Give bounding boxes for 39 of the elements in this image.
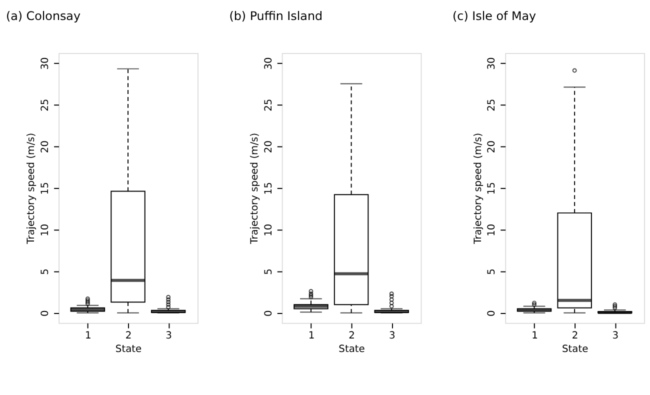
y-tick-label: 0 bbox=[486, 310, 498, 317]
x-tick-label: 3 bbox=[388, 330, 396, 342]
y-tick-label: 15 bbox=[486, 182, 498, 195]
y-tick-label: 20 bbox=[486, 140, 498, 154]
x-axis-title: State bbox=[562, 344, 588, 356]
x-tick-label: 2 bbox=[572, 330, 578, 342]
x-tick-label: 3 bbox=[612, 330, 619, 342]
y-tick-label: 0 bbox=[263, 310, 274, 317]
y-tick-label: 5 bbox=[40, 268, 52, 275]
x-tick-label: 1 bbox=[308, 330, 315, 342]
x-axis-title: State bbox=[115, 344, 142, 356]
y-tick-label: 20 bbox=[40, 140, 52, 154]
y-tick-label: 5 bbox=[263, 268, 274, 275]
y-axis-title: Trajectory speed (m/s) bbox=[472, 132, 484, 245]
y-tick-label: 30 bbox=[40, 57, 52, 70]
x-tick-label: 1 bbox=[85, 330, 92, 342]
y-tick-label: 5 bbox=[486, 268, 498, 275]
x-tick-label: 3 bbox=[166, 330, 172, 342]
chart-title: (a) Colonsay bbox=[6, 9, 81, 24]
y-tick-label: 15 bbox=[40, 182, 52, 195]
y-tick-label: 30 bbox=[263, 57, 274, 70]
y-axis-title: Trajectory speed (m/s) bbox=[250, 132, 261, 245]
y-tick-label: 0 bbox=[40, 310, 52, 317]
y-tick-label: 10 bbox=[40, 224, 52, 236]
y-axis-title: Trajectory speed (m/s) bbox=[26, 132, 38, 245]
y-tick-label: 25 bbox=[486, 98, 498, 112]
chart-title: (c) Isle of May bbox=[452, 9, 536, 24]
chart-title: (b) Puffin Island bbox=[229, 9, 323, 24]
y-tick-label: 25 bbox=[40, 98, 52, 112]
y-tick-label: 10 bbox=[263, 224, 274, 236]
x-tick-label: 1 bbox=[532, 330, 538, 342]
x-tick-label: 2 bbox=[125, 330, 132, 342]
x-tick-label: 2 bbox=[348, 330, 355, 342]
y-tick-label: 25 bbox=[263, 98, 274, 112]
y-tick-label: 30 bbox=[486, 57, 498, 70]
y-tick-label: 20 bbox=[263, 140, 274, 154]
x-axis-title: State bbox=[338, 344, 365, 356]
y-tick-label: 15 bbox=[263, 182, 274, 195]
y-tick-label: 10 bbox=[486, 224, 498, 236]
